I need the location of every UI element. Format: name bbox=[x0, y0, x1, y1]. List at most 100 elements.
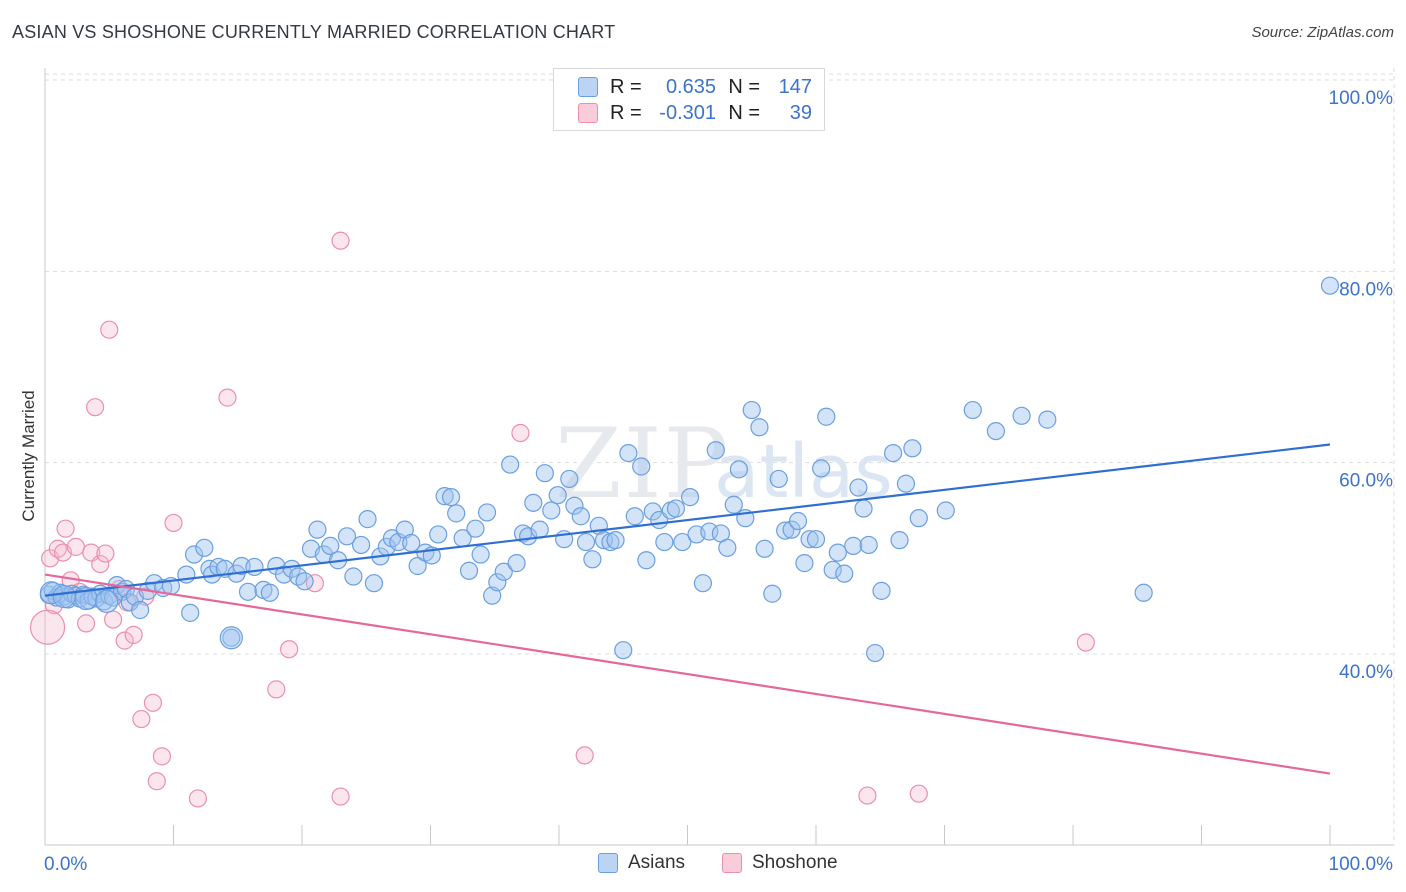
asian-point bbox=[435, 487, 454, 506]
y-axis-title: Currently Married bbox=[19, 390, 38, 521]
trend-layer bbox=[44, 443, 1331, 775]
shoshone-point bbox=[575, 746, 594, 765]
shoshone-point bbox=[132, 709, 151, 729]
asian-point bbox=[358, 510, 377, 529]
asian-point bbox=[507, 554, 526, 573]
asian-point bbox=[936, 501, 955, 520]
y-tick-label: 60.0% bbox=[1339, 471, 1393, 492]
asian-point bbox=[673, 532, 692, 552]
legend-r-value: -0.301 bbox=[659, 101, 716, 124]
asian-point bbox=[909, 509, 928, 528]
source-label: Source: ZipAtlas.com bbox=[1251, 24, 1394, 41]
shoshone-point bbox=[147, 772, 166, 791]
asian-point bbox=[184, 545, 204, 564]
asian-point bbox=[95, 589, 119, 613]
asian-point bbox=[680, 488, 700, 507]
asian-point bbox=[337, 527, 357, 546]
watermark-zip: ZIP bbox=[555, 408, 730, 520]
asian-point bbox=[571, 507, 590, 526]
shoshone-point bbox=[96, 544, 115, 563]
asian-point bbox=[1320, 276, 1340, 295]
asian-point bbox=[718, 538, 737, 557]
shoshone-point bbox=[124, 625, 143, 644]
asian-point bbox=[535, 464, 554, 483]
asian-point bbox=[896, 474, 916, 493]
x-tick-label: 0.0% bbox=[44, 854, 87, 875]
y-tick-label: 100.0% bbox=[1329, 88, 1394, 109]
legend-r-value: 0.635 bbox=[665, 75, 716, 98]
shoshone-point bbox=[909, 784, 928, 803]
asian-point bbox=[963, 400, 982, 420]
asian-point bbox=[471, 545, 490, 564]
asian-point bbox=[729, 460, 749, 479]
asian-point bbox=[666, 499, 686, 518]
asian-point bbox=[352, 535, 371, 555]
asian-point bbox=[788, 511, 808, 531]
asian-point bbox=[260, 583, 279, 602]
shoshone-point bbox=[143, 693, 163, 712]
shoshone-points bbox=[29, 231, 1095, 808]
shoshone-point bbox=[104, 610, 123, 629]
asian-point bbox=[501, 455, 520, 474]
shoshone-point bbox=[100, 320, 119, 339]
asian-point bbox=[181, 603, 200, 622]
watermark: ZIP atlas bbox=[555, 408, 893, 520]
y-tick-label: 40.0% bbox=[1339, 662, 1393, 683]
asian-trend-line bbox=[44, 443, 1331, 597]
shoshone-point bbox=[188, 789, 208, 808]
shoshone-point bbox=[152, 747, 172, 766]
asian-point bbox=[308, 520, 327, 539]
asian-point bbox=[477, 503, 497, 522]
asian-point bbox=[560, 469, 579, 489]
asian-point bbox=[548, 486, 567, 505]
asian-point bbox=[849, 478, 868, 497]
asian-point bbox=[828, 543, 847, 562]
asian-point bbox=[494, 562, 513, 581]
asian-point bbox=[769, 469, 788, 489]
asian-point bbox=[637, 551, 656, 570]
asian-point bbox=[222, 628, 241, 647]
asian-point bbox=[800, 530, 819, 549]
asian-point bbox=[321, 536, 340, 555]
asian-point bbox=[655, 532, 674, 552]
asian-point bbox=[890, 531, 909, 550]
shoshone-point bbox=[56, 519, 75, 538]
chart-title: ASIAN VS SHOSHONE CURRENTLY MARRIED CORR… bbox=[12, 22, 616, 42]
bottom-legend-asians: Asians bbox=[598, 852, 685, 874]
asian-point bbox=[130, 600, 150, 620]
asian-point bbox=[903, 439, 922, 458]
asian-point bbox=[872, 581, 891, 600]
asian-point bbox=[625, 507, 644, 526]
asian-point bbox=[844, 536, 863, 555]
shoshone-point bbox=[91, 554, 110, 574]
asian-point bbox=[483, 586, 502, 605]
asian-point bbox=[700, 522, 719, 541]
label-layer: 40.0% 60.0% 80.0% 100.0% 0.0% 100.0% Currently… bbox=[19, 88, 1393, 875]
bottom-legend-swatch-shoshone bbox=[722, 853, 742, 873]
asian-point bbox=[866, 643, 885, 663]
legend-r-label: R = bbox=[610, 101, 642, 124]
asian-point bbox=[524, 493, 543, 512]
asian-point bbox=[120, 593, 139, 612]
asian-point bbox=[429, 525, 448, 544]
asian-point bbox=[364, 574, 384, 593]
asian-point bbox=[835, 564, 854, 583]
asian-point bbox=[859, 535, 878, 555]
legend-row-asians: R = 0.635 N = 147 bbox=[578, 75, 812, 99]
asian-point bbox=[817, 407, 836, 426]
asian-point bbox=[519, 527, 538, 546]
bottom-legend-shoshone: Shoshone bbox=[722, 852, 838, 874]
shoshone-point bbox=[331, 787, 350, 806]
shoshone-point bbox=[77, 614, 96, 633]
legend-n-label: N = bbox=[728, 101, 760, 124]
asian-point bbox=[755, 539, 774, 558]
asian-point bbox=[619, 444, 638, 463]
shoshone-point bbox=[858, 786, 877, 805]
asian-points bbox=[39, 276, 1340, 663]
asian-point bbox=[459, 561, 479, 580]
asian-point bbox=[232, 556, 251, 576]
legend-row-shoshone: R = -0.301 N = 39 bbox=[578, 101, 812, 125]
legend-n-value: 39 bbox=[789, 101, 812, 124]
asian-point bbox=[632, 457, 651, 476]
asian-point bbox=[1038, 410, 1057, 429]
